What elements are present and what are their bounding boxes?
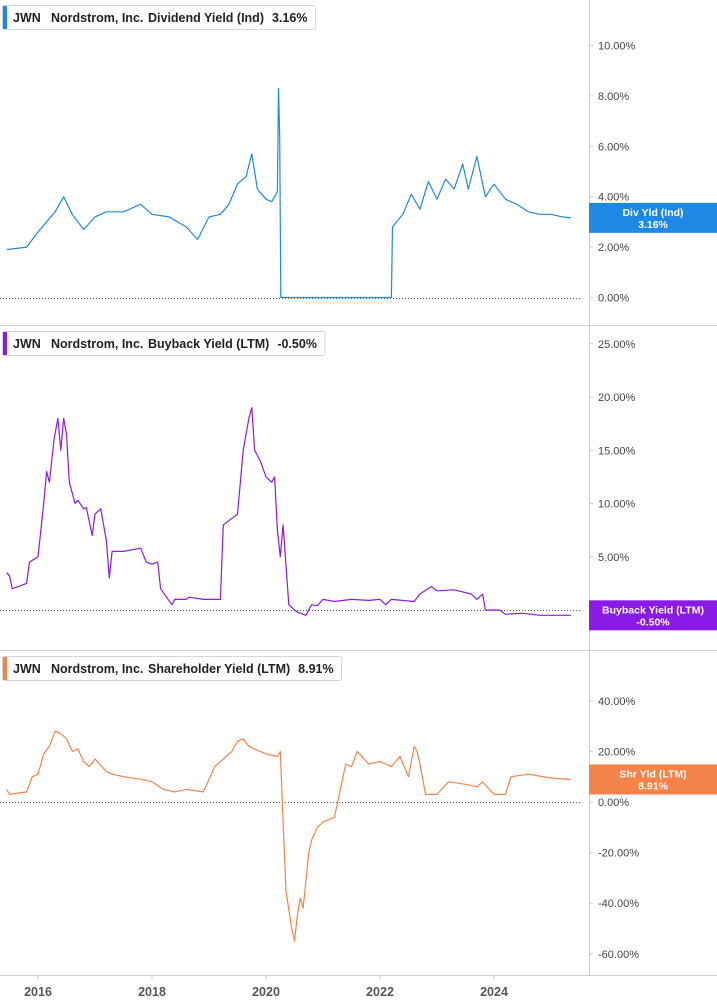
legend-ticker: JWN <box>13 337 41 351</box>
legend-color-swatch <box>3 332 7 355</box>
legend-company: Nordstrom, Inc. <box>51 337 143 351</box>
y-tick-label: -20.00% <box>598 848 639 860</box>
y-tick-label: 2.00% <box>598 242 629 254</box>
y-tick-label: 0.00% <box>598 293 629 305</box>
y-tick-label: 15.00% <box>598 445 636 457</box>
legend-ticker: JWN <box>13 11 41 25</box>
x-tick-label: 2024 <box>480 985 508 999</box>
value-badge: Buyback Yield (LTM)-0.50% <box>589 600 717 631</box>
legend-value: -0.50% <box>277 337 317 351</box>
y-tick-label: -60.00% <box>598 949 639 961</box>
legend-box <box>2 5 316 30</box>
y-tick-label: 40.00% <box>598 696 636 708</box>
y-tick-label: 25.00% <box>598 339 636 351</box>
y-tick-label: 6.00% <box>598 141 629 153</box>
legend-ticker: JWN <box>13 662 41 676</box>
value-badge-value: 8.91% <box>638 780 668 792</box>
value-badge-value: 3.16% <box>638 219 668 231</box>
legend-metric: Shareholder Yield (LTM) <box>148 662 290 676</box>
series-line <box>6 87 571 299</box>
series-line <box>6 730 571 942</box>
value-badge: Div Yld (Ind)3.16% <box>589 202 717 233</box>
panel-legend[interactable]: JWN Nordstrom, Inc. Shareholder Yield (LTM… <box>2 656 343 681</box>
legend-box <box>2 331 326 356</box>
value-badge-bg <box>589 600 717 631</box>
y-tick-label: 10.00% <box>598 41 636 53</box>
panel-legend[interactable]: JWN Nordstrom, Inc. Buyback Yield (LTM) -0.… <box>2 331 326 356</box>
x-tick-label: 2020 <box>252 985 280 999</box>
value-badge-bg <box>589 202 717 233</box>
legend-metric: Dividend Yield (Ind) <box>148 11 264 25</box>
legend-color-swatch <box>3 6 7 29</box>
value-badge-bg <box>589 764 717 795</box>
y-tick-label: -40.00% <box>598 898 639 910</box>
y-tick-label: 8.00% <box>598 91 629 103</box>
value-badge-label: Buyback Yield (LTM) <box>602 604 704 616</box>
legend-box <box>2 656 343 681</box>
y-tick-label: 0.00% <box>598 797 629 809</box>
legend-metric: Buyback Yield (LTM) <box>148 337 269 351</box>
value-badge-label: Div Yld (Ind) <box>622 207 683 219</box>
x-tick-label: 2018 <box>138 985 166 999</box>
series-line <box>6 407 571 616</box>
y-tick-label: 4.00% <box>598 192 629 204</box>
y-tick-label: 10.00% <box>598 499 636 511</box>
x-tick-label: 2022 <box>366 985 394 999</box>
value-badge-label: Shr Yld (LTM) <box>619 768 686 780</box>
legend-company: Nordstrom, Inc. <box>51 11 143 25</box>
value-badge: Shr Yld (LTM)8.91% <box>589 764 717 795</box>
y-tick-label: 20.00% <box>598 746 636 758</box>
y-tick-label: 20.00% <box>598 392 636 404</box>
legend-value: 3.16% <box>272 11 307 25</box>
panel-legend[interactable]: JWN Nordstrom, Inc. Dividend Yield (Ind) 3.… <box>2 5 316 30</box>
x-tick-label: 2016 <box>24 985 52 999</box>
value-badge-value: -0.50% <box>636 616 670 628</box>
y-tick-label: 5.00% <box>598 552 629 564</box>
legend-color-swatch <box>3 657 7 680</box>
legend-value: 8.91% <box>298 662 333 676</box>
legend-company: Nordstrom, Inc. <box>51 662 143 676</box>
